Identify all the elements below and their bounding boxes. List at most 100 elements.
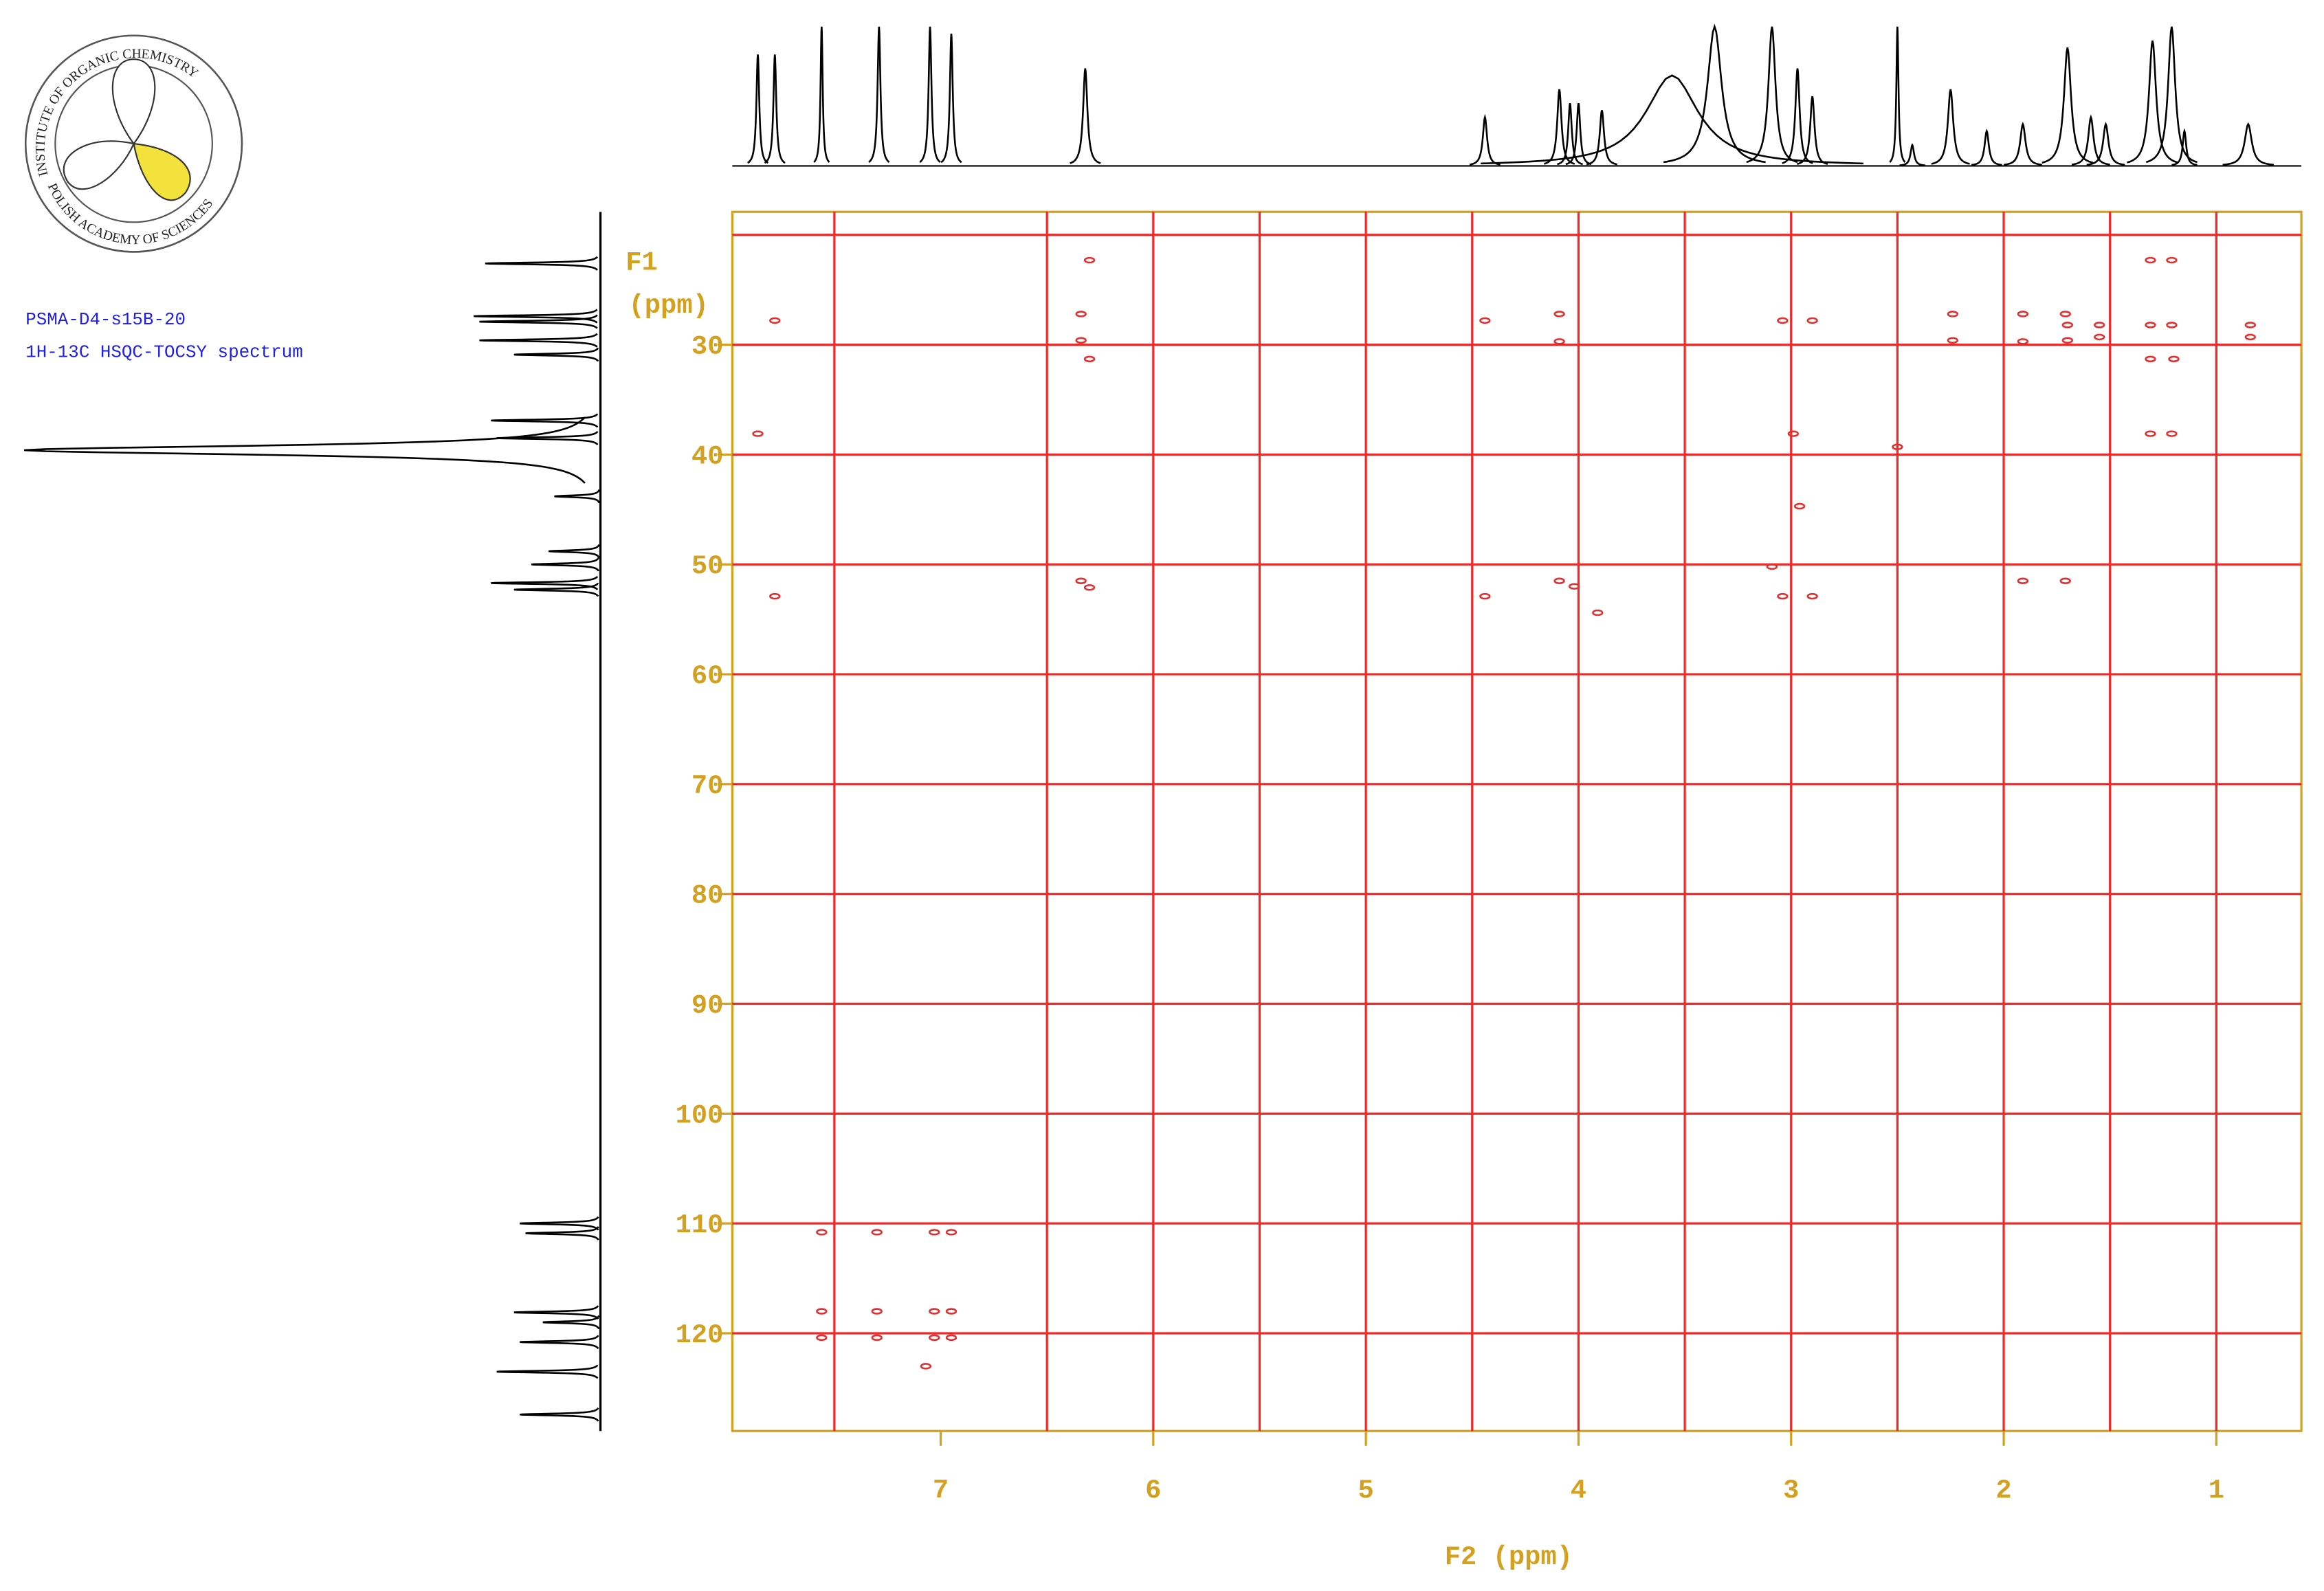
y-tick-label: 80 [691,881,724,911]
y-tick-label: 110 [676,1210,724,1240]
cross-peak [2166,322,2178,329]
f2-projection-peak [764,54,786,164]
f1-projection-peak [513,1305,599,1320]
f1-projection-peak [24,416,586,484]
f2-projection-peak [1746,26,1798,164]
y-axis-label: F1 [626,247,658,278]
f1-projection-peak [520,1407,599,1422]
cross-peak [1075,577,1087,584]
cross-peak [1083,355,1096,363]
cross-peak [816,1229,828,1236]
cross-peak [2145,430,2156,437]
y-axis-label: (ppm) [629,291,709,321]
cross-peak [871,1229,883,1236]
cross-peak [920,1363,932,1370]
cross-peak [2017,311,2029,318]
f2-projection-peak [1899,143,1925,166]
cross-peak [2145,355,2156,363]
cross-peak [1806,317,1818,324]
cross-peak [945,1308,958,1315]
cross-peak [1777,317,1789,324]
plot: 7 6 5 4 3 2 1 30 40 50 60 70 80 90 100 110 120 F2 (ppm) F1… [24,23,2303,1572]
f1-projection-peak [513,347,599,362]
y-tick-label: 30 [691,332,724,362]
cross-peak [2168,355,2180,363]
cross-peak [1592,609,1604,616]
f1-projection-peak [542,1315,600,1330]
cross-peak [1553,577,1565,584]
cross-peak [1479,317,1491,324]
logo-lobe [133,142,191,201]
cross-peak [816,1334,828,1342]
f2-projection-peak [747,54,769,164]
logo-lobe [63,140,135,190]
cross-peak [2094,333,2105,341]
x-tick-label: 1 [2209,1476,2224,1506]
y-tick-label: 60 [691,661,724,691]
f1-projection-peak [479,314,598,329]
f2-projection-peak [1931,89,1970,165]
f2-projection-peak [1557,103,1583,166]
f1-projection-peak [496,1364,599,1379]
sample-name: PSMA-D4-s15B-20 [25,309,186,330]
f2-projection-peak [1782,68,1813,164]
cross-peak [1553,338,1565,345]
cross-peak [2061,322,2074,329]
cross-peak [929,1334,940,1342]
cross-peak [1766,563,1778,570]
cross-peak [2244,333,2257,341]
cross-peak [2094,322,2105,329]
cross-peak [1806,592,1818,600]
f1-projection-peak [474,309,598,324]
f2-projection-peak [2041,47,2094,164]
y-tick-label: 40 [691,441,724,471]
f2-projection-peak [1971,129,2002,166]
cross-peak [2059,311,2071,318]
y-tick-label: 120 [676,1320,724,1350]
cross-peak [2017,338,2029,345]
cross-peak [2061,337,2074,344]
cross-peak [2059,577,2071,584]
cross-peak [1075,311,1087,318]
cross-peak [1083,256,1096,264]
y-tick-label: 50 [691,551,724,581]
f1-projection-peak [513,582,599,597]
x-tick-label: 4 [1571,1476,1586,1506]
f2-projection-peak [2086,122,2125,166]
f1-projection-peak [525,1226,599,1240]
cross-peak [1947,337,1959,344]
logo-lobe [111,58,156,145]
cross-peak [929,1308,940,1315]
f2-projection-peak [2127,40,2179,164]
cross-peak [769,317,781,324]
experiment-name: 1H-13C HSQC-TOCSY spectrum [25,342,302,362]
cross-peak [1793,502,1806,510]
f2-projection-peak [1070,68,1101,164]
cross-peak [871,1308,883,1315]
cross-peak [752,430,764,437]
f2-projection-peak [813,26,830,163]
f1-projection-peak [548,544,600,559]
f2-projection-peak [2222,122,2274,166]
f1-projection-peak [485,256,598,271]
cross-peak [816,1308,828,1315]
cross-peak [1083,584,1096,591]
f2-projection-peak [868,26,890,163]
cross-peak [2244,322,2257,329]
f2-projection-peak [1469,113,1501,166]
cross-peak [2166,256,2178,264]
f2-projection-peak [1663,23,1766,164]
cross-peak [1479,592,1491,600]
cross-peak [1787,430,1800,437]
f2-projection-peak [919,26,941,163]
y-tick-label: 70 [691,771,724,801]
cross-peak [945,1334,958,1342]
x-tick-label: 5 [1358,1476,1373,1506]
x-tick-label: 7 [933,1476,949,1506]
f2-projection-peak [2171,128,2198,166]
cross-peak [769,592,781,600]
f2-projection-peak [1586,110,1617,166]
cross-peak [929,1229,940,1236]
cross-peak [945,1229,958,1236]
